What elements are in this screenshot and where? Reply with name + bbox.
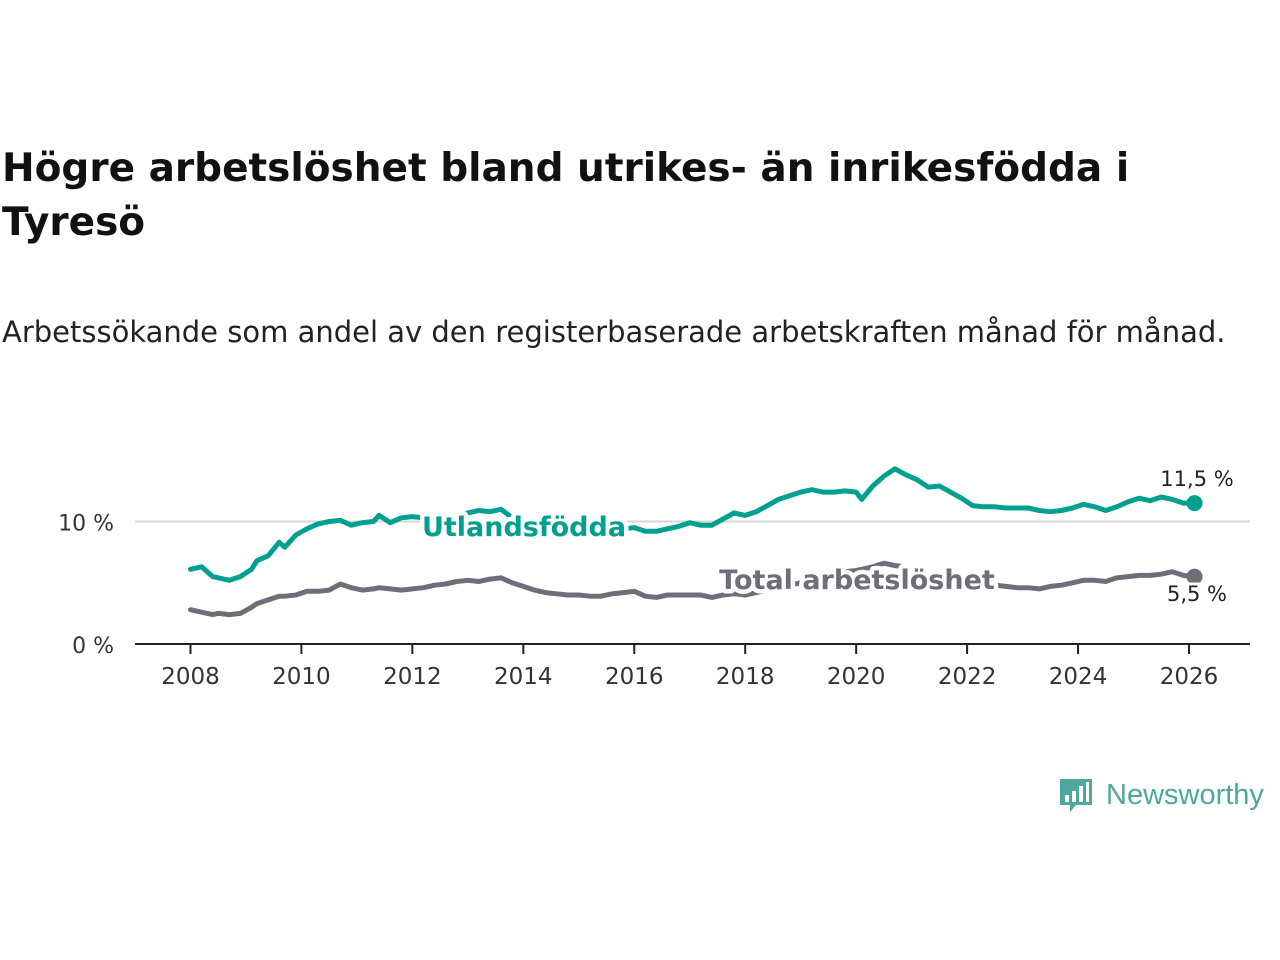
- x-tick-label: 2020: [827, 664, 886, 690]
- x-tick-label: 2012: [383, 664, 442, 690]
- x-tick-label: 2024: [1049, 664, 1108, 690]
- newsworthy-logo: Newsworthy: [1058, 770, 1264, 820]
- series: [188, 466, 1203, 618]
- line-chart: 0 % 10 % 2008 2010 2012 2014 2016 2018 2020 2022 2…: [58, 464, 1250, 690]
- series-label-utlandsfodda: Utlandsfödda: [422, 512, 626, 543]
- series-label-total: Total arbetslöshet: [719, 565, 995, 596]
- x-tick-label: 2026: [1160, 664, 1219, 690]
- end-label-utlandsfodda: 11,5 %: [1160, 467, 1233, 491]
- series-line-total: [188, 560, 1197, 618]
- series-endpoint-utlandsfodda: [1186, 495, 1203, 512]
- y-tick-label: 0 %: [72, 634, 114, 659]
- x-tick-label: 2022: [938, 664, 997, 690]
- chart-title: Högre arbetslöshet bland utrikes- än inr…: [2, 146, 1130, 245]
- newsworthy-bar-chart-icon: [1060, 779, 1092, 812]
- logo-text: Newsworthy: [1106, 778, 1264, 811]
- x-tick-label: 2018: [716, 664, 775, 690]
- x-tick-label: 2010: [272, 664, 331, 690]
- series-endpoint-total: [1186, 568, 1203, 585]
- end-label-total: 5,5 %: [1167, 582, 1227, 606]
- x-tick-label: 2014: [494, 664, 553, 690]
- chart-subtitle: Arbetssökande som andel av den registerb…: [2, 315, 1226, 349]
- x-tick-label: 2016: [605, 664, 664, 690]
- y-tick-label: 10 %: [58, 512, 114, 537]
- series-line-utlandsfodda: [188, 466, 1197, 583]
- axes: 0 % 10 % 2008 2010 2012 2014 2016 2018 2020 2022 2…: [58, 512, 1250, 690]
- x-tick-label: 2008: [161, 664, 220, 690]
- series-labels: Utlandsfödda Total arbetslöshet 11,5 % 5,5 …: [417, 464, 1236, 609]
